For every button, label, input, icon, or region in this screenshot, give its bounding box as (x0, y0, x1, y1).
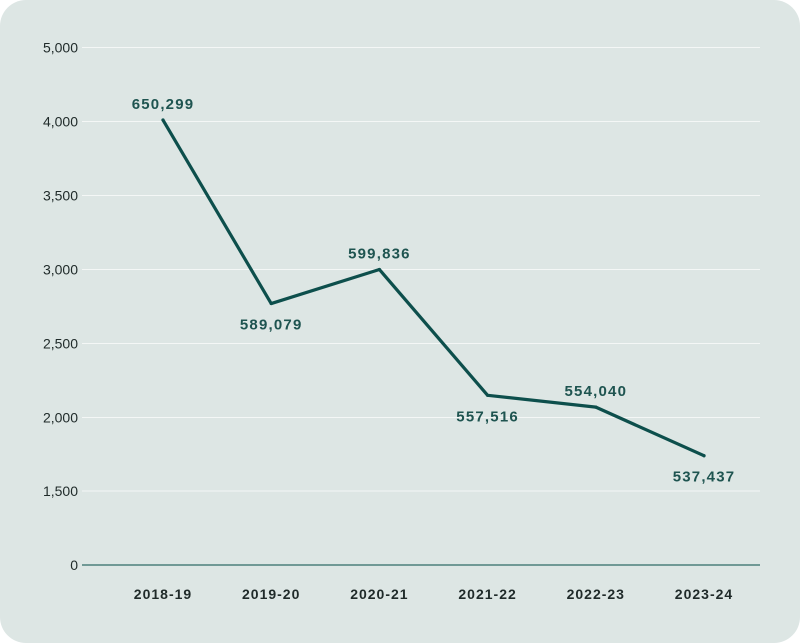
data-point (594, 405, 598, 409)
data-point (269, 301, 273, 306)
x-tick-label: 2018-19 (134, 586, 192, 602)
y-axis-ticks: 0 1,500 2,000 2,500 3,000 3,500 4,000 5,000 (43, 40, 78, 574)
y-tick-label: 3,000 (43, 262, 78, 278)
x-axis-ticks: 2018-19 2019-20 2020-21 2021-22 2022-23 2023-… (134, 586, 733, 602)
y-tick-label: 2,500 (43, 336, 78, 352)
y-tick-label: 1,500 (43, 483, 78, 499)
data-label: 589,079 (240, 317, 303, 334)
data-point (161, 118, 165, 122)
data-label: 537,437 (673, 469, 736, 486)
data-label: 650,299 (132, 96, 195, 113)
x-tick-label: 2019-20 (242, 586, 300, 602)
y-tick-label: 4,000 (43, 114, 78, 130)
x-tick-label: 2023-24 (675, 586, 733, 602)
data-point (377, 267, 381, 272)
data-label: 557,516 (456, 408, 519, 425)
data-label: 599,836 (348, 246, 411, 263)
gridlines (82, 47, 760, 566)
y-tick-label: 0 (70, 557, 78, 573)
data-labels: 650,299 589,079 599,836 557,516 554,040 537,4… (132, 96, 736, 486)
series-group (161, 118, 706, 458)
x-tick-label: 2021-22 (458, 586, 516, 602)
x-tick-label: 2020-21 (350, 586, 408, 602)
series-line (161, 118, 706, 458)
data-point (702, 454, 706, 458)
y-tick-label: 3,500 (43, 188, 78, 204)
y-tick-label: 5,000 (43, 40, 78, 56)
data-label: 554,040 (564, 383, 627, 400)
x-tick-label: 2022-23 (567, 586, 625, 602)
y-tick-label: 2,000 (43, 410, 78, 426)
data-point (486, 393, 490, 397)
